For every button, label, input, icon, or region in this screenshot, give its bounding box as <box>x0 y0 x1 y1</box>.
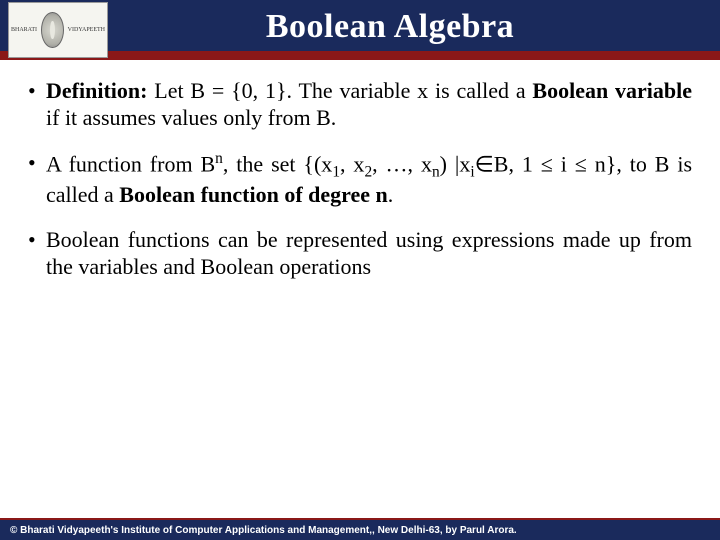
b2-d: , …, x <box>372 151 432 176</box>
b2-a: A function from B <box>46 151 215 176</box>
b2-e: ) |x <box>440 151 471 176</box>
bullet-1-part-b: if it assumes values only from B. <box>46 105 336 130</box>
b2-sub1: 1 <box>332 163 340 180</box>
b2-sub2: 2 <box>364 163 372 180</box>
bullet-3: • Boolean functions can be represented u… <box>28 227 692 281</box>
bullet-2-text: A function from Bn, the set {(x1, x2, …,… <box>46 150 692 209</box>
bullet-marker: • <box>28 227 46 281</box>
b2-c: , x <box>340 151 364 176</box>
definition-label: Definition: <box>46 78 147 103</box>
bullet-1-part-a: Let B = {0, 1}. The variable x is called… <box>147 78 532 103</box>
copyright-text: © Bharati Vidyapeeth's Institute of Comp… <box>10 525 517 536</box>
bullet-1-text: Definition: Let B = {0, 1}. The variable… <box>46 78 692 132</box>
b2-b: , the set {(x <box>223 151 332 176</box>
header-band: BHARATI VIDYAPEETH Boolean Algebra <box>0 0 720 60</box>
b2-sub3: n <box>432 163 440 180</box>
logo-text-left: BHARATI <box>11 27 37 33</box>
b2-sup1: n <box>215 150 223 167</box>
logo-emblem-icon <box>41 12 64 48</box>
boolean-variable-term: Boolean variable <box>532 78 692 103</box>
bullet-marker: • <box>28 78 46 132</box>
bullet-2: • A function from Bn, the set {(x1, x2, … <box>28 150 692 209</box>
bullet-marker: • <box>28 150 46 209</box>
slide-title: Boolean Algebra <box>0 8 720 46</box>
institute-logo: BHARATI VIDYAPEETH <box>8 2 108 58</box>
slide-content: • Definition: Let B = {0, 1}. The variab… <box>0 60 720 281</box>
bullet-3-text: Boolean functions can be represented usi… <box>46 227 692 281</box>
boolean-function-term: Boolean function of degree n <box>119 182 387 207</box>
b2-g: . <box>388 182 394 207</box>
slide-footer: © Bharati Vidyapeeth's Institute of Comp… <box>0 518 720 540</box>
bullet-1: • Definition: Let B = {0, 1}. The variab… <box>28 78 692 132</box>
logo-text-right: VIDYAPEETH <box>68 27 105 33</box>
